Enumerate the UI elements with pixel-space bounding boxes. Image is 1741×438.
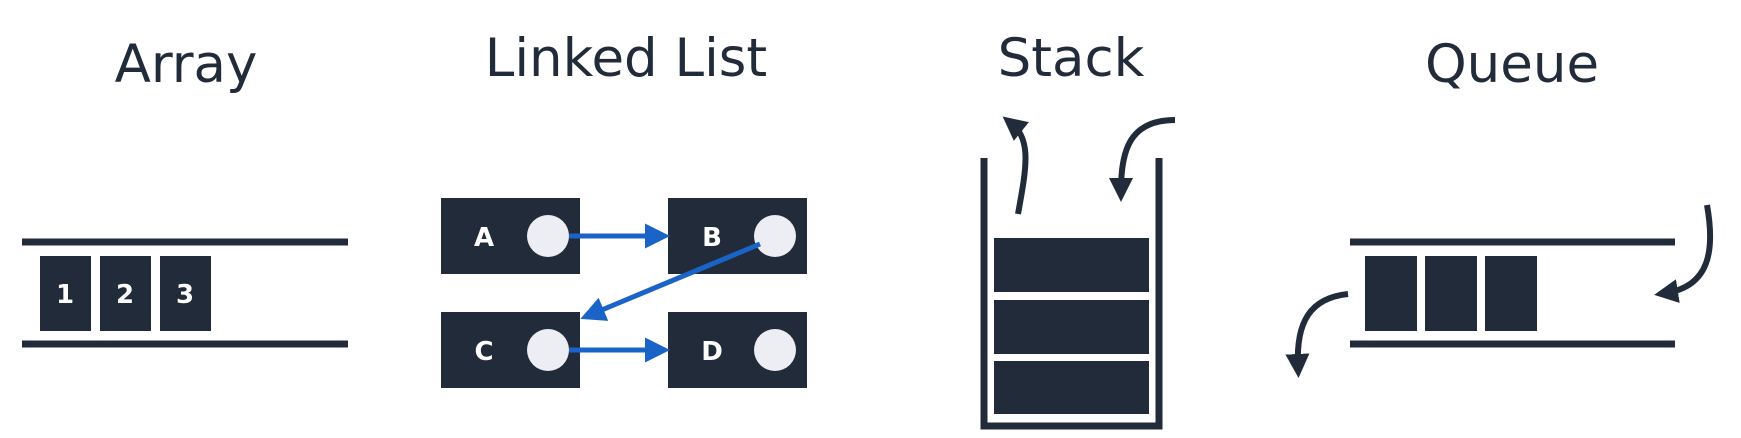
array-cell-label: 1 [56,280,74,310]
array-diagram: 1 2 3 [22,238,348,348]
array-cell: 3 [160,256,211,331]
array-title: Array [114,34,258,95]
pointer-circle [754,329,796,371]
queue-title: Queue [1424,34,1600,95]
list-node-d: D [668,312,807,388]
queue-item [1485,256,1537,331]
queue-panel: Queue [1270,0,1741,438]
list-node-b: B [668,198,807,274]
stack-item [994,300,1149,354]
list-node-a: A [441,198,580,274]
stack-panel: Stack [950,0,1210,438]
queue-diagram [1285,204,1714,378]
stack-item [994,361,1149,414]
pointer-circle [527,215,569,257]
stack-title: Stack [997,28,1145,89]
node-label: D [701,337,723,367]
enqueue-arrow [1654,204,1714,303]
node-label: C [474,337,493,367]
list-node-c: C [441,312,580,388]
array-cell-label: 2 [116,280,134,310]
queue-item [1425,256,1477,331]
linked-list-panel: Linked List A B C D [420,0,840,438]
pointer-circle [527,329,569,371]
stack-item [994,238,1149,292]
stack-container [980,158,1163,430]
link-arrow-b-c [580,241,761,321]
node-label: B [702,223,722,253]
dequeue-arrow [1285,291,1349,378]
linked-list-diagram: A B C D [441,198,807,388]
array-cell-label: 3 [176,280,194,310]
pointer-circle [754,215,796,257]
array-cell: 2 [100,256,151,331]
stack-diagram [980,116,1176,430]
array-panel: Array 1 2 3 [0,0,370,438]
queue-item [1365,256,1417,331]
push-arrow [1109,117,1176,202]
node-label: A [474,223,494,253]
pop-arrow [1002,116,1029,215]
array-cell: 1 [40,256,91,331]
linked-list-title: Linked List [484,28,768,89]
